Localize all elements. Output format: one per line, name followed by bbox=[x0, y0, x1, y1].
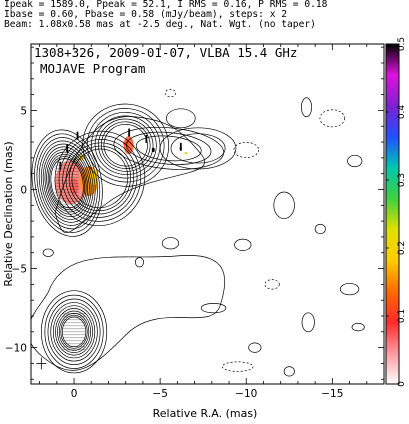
header-line-2: Ibase = 0.60, Pbase = 0.58 (mJy/beam), s… bbox=[4, 9, 288, 20]
noise-contour-4 bbox=[319, 109, 346, 128]
contour-5-0 bbox=[40, 290, 108, 374]
noise-contour-19 bbox=[135, 257, 144, 268]
noise-contour-7 bbox=[301, 312, 315, 333]
contour-1-3 bbox=[65, 142, 135, 215]
contour-3-1 bbox=[126, 131, 212, 165]
noise-contour-5 bbox=[347, 154, 363, 168]
noise-contour-16 bbox=[164, 88, 176, 98]
contour-2-0 bbox=[82, 103, 170, 187]
contour-5-1 bbox=[44, 294, 104, 369]
x-tick-label: −10 bbox=[235, 388, 257, 400]
plot-frame bbox=[30, 43, 385, 385]
contour-0-1 bbox=[34, 133, 101, 233]
noise-contour-6 bbox=[339, 283, 360, 296]
noise-contour-17 bbox=[300, 97, 313, 118]
contour-1-0 bbox=[54, 130, 146, 227]
contour-0-6 bbox=[44, 149, 90, 218]
colorbar-tick-label: 0.4 bbox=[397, 105, 407, 120]
noise-contour-18 bbox=[248, 342, 262, 353]
noise-contour-11 bbox=[42, 248, 54, 257]
contour-2-5 bbox=[100, 121, 151, 169]
noise-contour-8 bbox=[264, 279, 280, 290]
chart-subtitle: MOJAVE Program bbox=[40, 61, 145, 76]
contour-5-7 bbox=[58, 312, 90, 351]
contour-0-3 bbox=[38, 140, 96, 226]
noise-contour-2 bbox=[234, 238, 252, 251]
pol-envelope bbox=[31, 254, 226, 371]
colorbar bbox=[385, 43, 400, 385]
colorbar-tick-label: 0 bbox=[397, 381, 407, 387]
x-tick-label: −5 bbox=[152, 388, 167, 400]
y-tick-label: 5 bbox=[20, 105, 27, 117]
contour-0-4 bbox=[40, 143, 94, 223]
x-axis-label: Relative R.A. (mas) bbox=[153, 407, 258, 420]
noise-contour-3 bbox=[273, 191, 295, 219]
y-axis-label: Relative Declination (mas) bbox=[2, 141, 15, 286]
jet-envelope bbox=[54, 116, 205, 233]
noise-contour-10 bbox=[161, 237, 180, 250]
noise-contour-0 bbox=[233, 142, 259, 158]
chart-title: 1308+326, 2009-01-07, VLBA 15.4 GHz bbox=[34, 45, 297, 60]
header-line-1: Ipeak = 1589.0, Ppeak = 52.1, I RMS = 0.… bbox=[4, 0, 328, 10]
contour-0-5 bbox=[42, 146, 92, 220]
contour-2-4 bbox=[98, 118, 154, 172]
noise-contour-9 bbox=[200, 303, 227, 314]
noise-contour-1 bbox=[165, 108, 196, 129]
contour-4-1 bbox=[170, 133, 226, 164]
contour-5-2 bbox=[47, 298, 101, 365]
contour-2-6 bbox=[103, 123, 148, 167]
x-tick-label: 0 bbox=[71, 388, 78, 400]
noise-contour-13 bbox=[283, 366, 295, 377]
contour-5-5 bbox=[55, 308, 93, 356]
colorbar-tick-label: 0.3 bbox=[397, 173, 407, 187]
contour-0-7 bbox=[46, 151, 89, 215]
noise-contour-12 bbox=[221, 361, 254, 372]
noise-contour-14 bbox=[351, 322, 365, 332]
contour-0-10 bbox=[50, 158, 84, 209]
colorbar-tick-label: 0.5 bbox=[397, 37, 407, 51]
contour-0-8 bbox=[47, 154, 87, 213]
noise-contour-15 bbox=[314, 223, 326, 235]
y-tick-label: −10 bbox=[5, 343, 27, 355]
header-line-3: Beam: 1.08x0.58 mas at -2.5 deg., Nat. W… bbox=[4, 19, 316, 30]
contour-5-6 bbox=[57, 310, 91, 353]
contour-5-4 bbox=[52, 305, 96, 359]
y-tick-label: −5 bbox=[12, 264, 27, 276]
y-tick-label: 0 bbox=[20, 184, 27, 196]
colorbar-tick-label: 0.1 bbox=[397, 309, 407, 323]
contour-2-2 bbox=[91, 112, 161, 179]
contour-5-8 bbox=[60, 314, 88, 349]
x-tick-label: −15 bbox=[321, 388, 343, 400]
pol-patch-6 bbox=[184, 151, 188, 155]
contour-0-9 bbox=[49, 156, 86, 211]
colorbar-tick-label: 0.2 bbox=[397, 241, 407, 255]
contour-5-3 bbox=[50, 302, 98, 362]
